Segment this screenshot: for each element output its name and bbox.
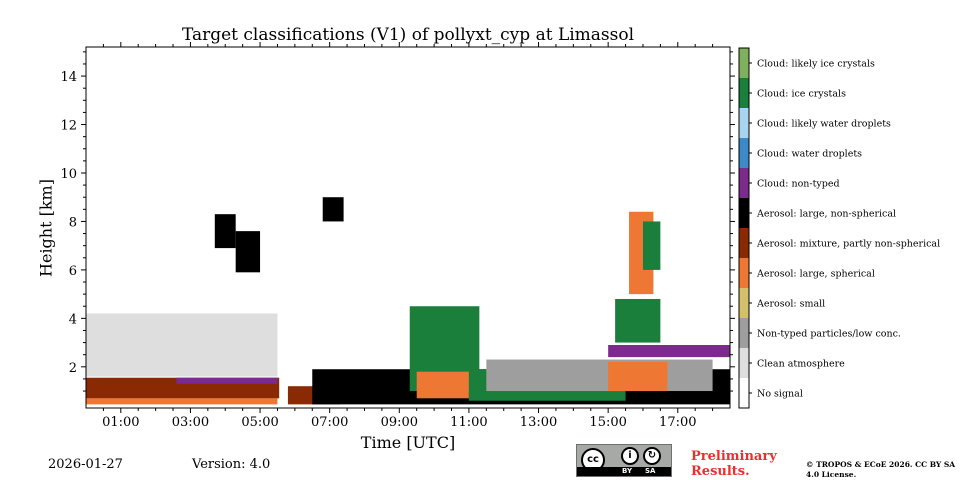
- copyright-label: © TROPOS & ECoE 2026. CC BY SA 4.0 Licen…: [806, 460, 956, 479]
- class-region-17: [642, 221, 661, 270]
- colorbar-label: Aerosol: mixture, partly non-spherical: [756, 239, 940, 250]
- colorbar-swatch: [739, 228, 749, 258]
- plot-frame: [85, 46, 731, 409]
- class-region-0: [86, 398, 278, 405]
- y-tick-label: 4: [69, 312, 77, 327]
- class-region-12: [486, 359, 713, 392]
- x-tick-label: 11:00: [450, 415, 487, 430]
- cc-license-badge: cc i ↻ BY SA: [576, 444, 672, 477]
- class-region-5: [235, 231, 261, 273]
- class-region-15: [615, 298, 661, 343]
- colorbar-label: Aerosol: small: [756, 299, 825, 310]
- license-sa-label: SA: [645, 467, 656, 475]
- x-tick-label: 17:00: [659, 415, 696, 430]
- colorbar-label: Cloud: ice crystals: [757, 89, 846, 100]
- colorbar-label: Cloud: likely ice crystals: [757, 59, 875, 70]
- x-tick-label: 09:00: [381, 415, 418, 430]
- colorbar-label: Aerosol: large, non-spherical: [756, 209, 896, 220]
- colorbar-label: Clean atmosphere: [757, 359, 845, 370]
- colorbar-label: Cloud: non-typed: [757, 179, 840, 190]
- license-by-label: BY: [622, 467, 633, 475]
- colorbar-label: Cloud: water droplets: [757, 149, 862, 160]
- colorbar-label: Aerosol: large, spherical: [756, 269, 875, 280]
- colorbar-swatch: [739, 318, 749, 348]
- date-label: 2026-01-27: [48, 457, 123, 472]
- colorbar-swatch: [739, 108, 749, 138]
- y-tick-label: 2: [69, 361, 77, 376]
- colorbar-swatch: [739, 378, 749, 408]
- colorbar-swatch: [739, 138, 749, 168]
- colorbar-swatch: [739, 348, 749, 378]
- preliminary-label: Preliminary Results.: [691, 449, 777, 479]
- colorbar-swatch: [739, 198, 749, 228]
- colorbar-label: Cloud: likely water droplets: [757, 119, 891, 130]
- colorbar-frame: [738, 47, 750, 409]
- y-tick-label: 8: [69, 215, 77, 230]
- share-alike-icon: ↻: [643, 447, 661, 465]
- class-region-2: [176, 377, 278, 384]
- colorbar-swatch: [739, 168, 749, 198]
- y-axis-label: Height [km]: [36, 179, 56, 277]
- colorbar-swatch: [739, 258, 749, 288]
- colorbar-label: Non-typed particles/low conc.: [757, 329, 901, 340]
- class-region-14: [608, 361, 668, 392]
- version-label: Version: 4.0: [192, 457, 271, 472]
- x-tick-label: 01:00: [102, 415, 139, 430]
- x-tick-label: 13:00: [520, 415, 557, 430]
- class-region-13: [608, 345, 730, 358]
- y-tick-label: 10: [60, 167, 77, 182]
- class-region-4: [214, 214, 236, 249]
- x-tick-label: 07:00: [311, 415, 348, 430]
- x-tick-label: 03:00: [172, 415, 209, 430]
- y-tick-label: 14: [60, 70, 77, 85]
- x-axis-label: Time [UTC]: [360, 433, 456, 452]
- y-tick-label: 12: [60, 119, 77, 134]
- chart-title: Target classifications (V1) of pollyxt_c…: [181, 25, 635, 45]
- colorbar-swatch: [739, 48, 749, 78]
- class-region-10: [416, 371, 469, 399]
- x-tick-label: 05:00: [241, 415, 278, 430]
- colorbar-label: No signal: [757, 389, 803, 400]
- attribution-icon: i: [621, 447, 639, 465]
- colorbar-swatch: [739, 78, 749, 108]
- y-tick-label: 6: [69, 264, 77, 279]
- class-region-3: [86, 313, 278, 377]
- class-region-8: [322, 197, 344, 222]
- x-tick-label: 15:00: [589, 415, 626, 430]
- colorbar-swatch: [739, 288, 749, 318]
